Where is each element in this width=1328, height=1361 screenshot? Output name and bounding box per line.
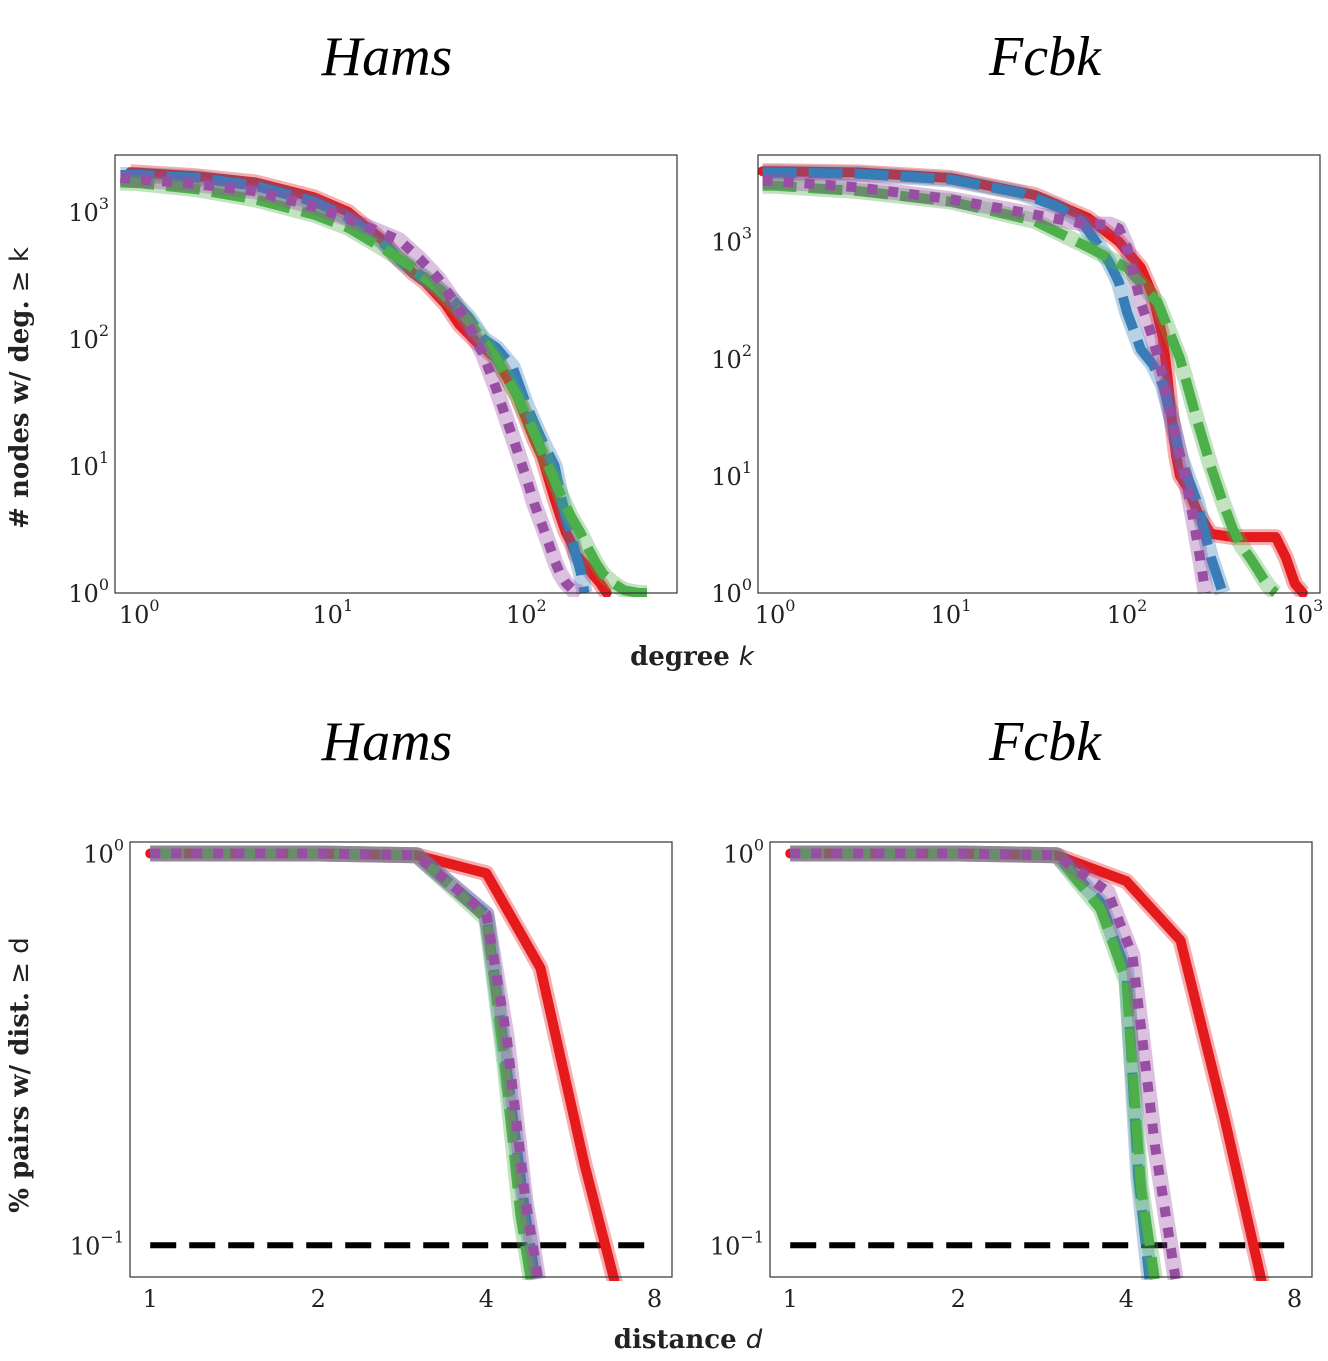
panel-title-hams-degree: Hams: [321, 26, 453, 88]
panel-title-fcbk-distance: Fcbk: [988, 711, 1102, 773]
y-tick-label: 100: [83, 836, 124, 869]
series-line-0: [785, 848, 1267, 1281]
x-tick-label: 101: [312, 596, 353, 629]
series-envelope-3: [150, 845, 546, 1281]
x-tick-label: 101: [931, 596, 972, 629]
axes-frame: [114, 154, 678, 594]
distance-x-axis-label: distance d: [614, 1325, 763, 1355]
series-envelope-1: [762, 164, 1231, 596]
x-tick-label: 1: [783, 1285, 798, 1313]
plot-area: [145, 845, 655, 1281]
axes-frame: [757, 154, 1321, 594]
y-tick-label: 100: [711, 575, 752, 608]
degree-y-axis-label: # nodes w/ deg. ≥ k: [5, 247, 35, 529]
panel-2: 1 2 4 8 10−1 100: [70, 836, 673, 1313]
series-line-2: [790, 848, 1160, 1280]
y-tick-label: 10−1: [70, 1227, 124, 1260]
x-tick-label: 8: [1287, 1285, 1302, 1313]
y-tick-label: 102: [68, 321, 109, 354]
series-envelope-0: [150, 845, 623, 1281]
series-line-0: [145, 848, 620, 1281]
x-tick-label: 4: [479, 1285, 494, 1313]
series-line-1: [120, 170, 590, 594]
panel-title-hams-distance: Hams: [321, 711, 453, 773]
axes-frame: [769, 841, 1313, 1278]
x-tick-label: 102: [1107, 596, 1148, 629]
x-tick-label: 8: [647, 1285, 662, 1313]
series-envelope-2: [150, 845, 539, 1281]
panel-0: 100 101 102 100 101 102 103: [68, 154, 678, 629]
y-tick-label: 101: [68, 448, 109, 481]
series-envelope-0: [790, 845, 1270, 1281]
x-tick-label: 103: [1283, 596, 1324, 629]
series-line-3: [120, 172, 583, 597]
y-tick-label: 101: [711, 458, 752, 491]
series-line-3: [150, 848, 544, 1280]
panel-title-fcbk-degree: Fcbk: [988, 26, 1102, 88]
axes-frame: [129, 841, 673, 1278]
y-tick-label: 103: [68, 194, 109, 227]
y-tick-label: 100: [68, 575, 109, 608]
x-tick-label: 100: [755, 596, 796, 629]
panel-1: 100 101 102 103 100 101 102 103: [711, 154, 1324, 629]
x-tick-label: 102: [506, 596, 547, 629]
panel-3: 1 2 4 8 10−1 100: [710, 836, 1313, 1313]
series-envelope-3: [790, 845, 1184, 1281]
distance-y-axis-label: % pairs w/ dist. ≥ d: [5, 937, 35, 1213]
x-tick-label: 2: [951, 1285, 966, 1313]
series-line-3: [762, 176, 1211, 594]
x-tick-label: 2: [311, 1285, 326, 1313]
x-tick-label: 100: [119, 596, 160, 629]
series-envelope-0: [762, 163, 1309, 597]
plot-area: [785, 845, 1295, 1281]
y-tick-label: 100: [723, 836, 764, 869]
degree-x-axis-label: degree k: [630, 642, 755, 672]
series-envelope-3: [762, 173, 1214, 595]
y-tick-label: 10−1: [710, 1227, 764, 1260]
x-tick-label: 1: [143, 1285, 158, 1313]
plot-area: [119, 164, 647, 597]
series-line-1: [762, 167, 1228, 595]
series-line-3: [790, 848, 1181, 1280]
x-tick-label: 4: [1119, 1285, 1134, 1313]
y-tick-label: 103: [711, 224, 752, 257]
series-line-2: [120, 177, 647, 597]
plot-area: [758, 163, 1309, 597]
y-tick-label: 102: [711, 341, 752, 374]
